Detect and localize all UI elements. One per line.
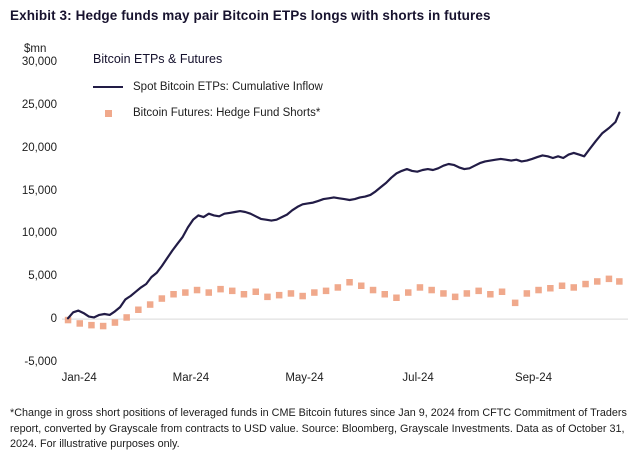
futures-short-point (64, 316, 72, 324)
futures-short-point (511, 299, 519, 307)
legend-item-futures-shorts: Bitcoin Futures: Hedge Fund Shorts* (93, 107, 323, 119)
exhibit-title: Exhibit 3: Hedge funds may pair Bitcoin … (10, 8, 491, 23)
futures-short-point (264, 293, 271, 301)
futures-short-point (358, 282, 365, 289)
futures-short-point (605, 275, 613, 283)
futures-short-point (381, 291, 388, 298)
y-axis-tick-label: 25,000 (21, 98, 57, 111)
y-axis: 30,000 25,000 20,000 15,000 10,000 5,000 0 -5,0… (0, 56, 57, 368)
y-axis-tick-label: 20,000 (21, 141, 57, 154)
futures-short-point (451, 293, 459, 301)
futures-short-point (582, 280, 589, 288)
futures-short-point (146, 301, 154, 308)
y-axis-unit-label: $mn (24, 43, 47, 55)
x-axis: Jan-24 Mar-24 May-24 Jul-24 Sep-24 (62, 372, 628, 388)
futures-short-point (346, 279, 353, 286)
futures-short-point (322, 287, 330, 295)
y-axis-tick-label: 30,000 (21, 56, 57, 68)
futures-short-point (158, 295, 166, 302)
y-axis-tick-label: 15,000 (21, 184, 57, 197)
legend-item-etp-line: Spot Bitcoin ETPs: Cumulative Inflow (93, 81, 323, 93)
futures-short-point (135, 306, 142, 313)
square-swatch-icon (105, 109, 112, 117)
legend-label-etp: Spot Bitcoin ETPs: Cumulative Inflow (133, 81, 323, 93)
futures-short-point (182, 289, 189, 296)
futures-short-point (487, 291, 494, 298)
x-axis-tick-label: Sep-24 (514, 372, 553, 384)
futures-short-point (76, 320, 83, 327)
futures-short-point (594, 278, 601, 285)
futures-short-point (205, 289, 212, 296)
plot-area (62, 111, 628, 330)
futures-short-point (240, 291, 248, 298)
y-axis-tick-label: 0 (50, 313, 57, 326)
footnote: *Change in gross short positions of leve… (10, 407, 627, 451)
y-axis-tick-label: 10,000 (21, 227, 57, 240)
futures-short-point (463, 290, 471, 297)
futures-short-point (405, 289, 412, 296)
futures-short-point (88, 321, 95, 329)
futures-short-point (616, 278, 623, 285)
futures-short-point (428, 286, 435, 294)
futures-short-point (369, 286, 377, 294)
x-axis-tick-label: Jan-24 (61, 372, 97, 384)
futures-short-point (535, 286, 542, 294)
y-axis-tick-label: 5,000 (28, 270, 57, 283)
futures-short-point (111, 319, 119, 326)
x-axis-tick-label: Jul-24 (402, 372, 434, 384)
futures-short-point (558, 282, 566, 289)
futures-short-point (393, 294, 400, 301)
futures-short-point (217, 285, 224, 293)
chart-header: Bitcoin ETPs & Futures Spot Bitcoin ETPs… (93, 52, 323, 133)
futures-short-point (475, 287, 482, 295)
futures-short-point (547, 285, 554, 292)
futures-short-point (416, 284, 424, 291)
futures-short-point (523, 290, 531, 297)
futures-short-point (252, 288, 259, 295)
line-swatch-icon (93, 86, 123, 88)
futures-short-point (229, 287, 236, 295)
futures-short-point (170, 291, 177, 298)
futures-short-point (498, 288, 506, 295)
futures-short-point (334, 284, 342, 291)
x-axis-tick-label: May-24 (285, 372, 324, 384)
futures-short-point (311, 289, 318, 296)
futures-short-point (299, 292, 306, 300)
x-axis-tick-label: Mar-24 (172, 372, 210, 384)
futures-short-point (440, 290, 447, 297)
futures-short-point (193, 286, 201, 294)
futures-short-point (275, 291, 283, 299)
futures-short-point (123, 314, 130, 321)
legend-label-futures: Bitcoin Futures: Hedge Fund Shorts* (133, 107, 321, 119)
chart-title: Bitcoin ETPs & Futures (93, 52, 223, 66)
futures-short-point (99, 322, 107, 330)
futures-short-point (287, 290, 295, 297)
futures-short-point (570, 284, 577, 291)
y-axis-tick-label: -5,000 (24, 356, 57, 368)
etp-cumulative-inflow-line (66, 111, 621, 320)
